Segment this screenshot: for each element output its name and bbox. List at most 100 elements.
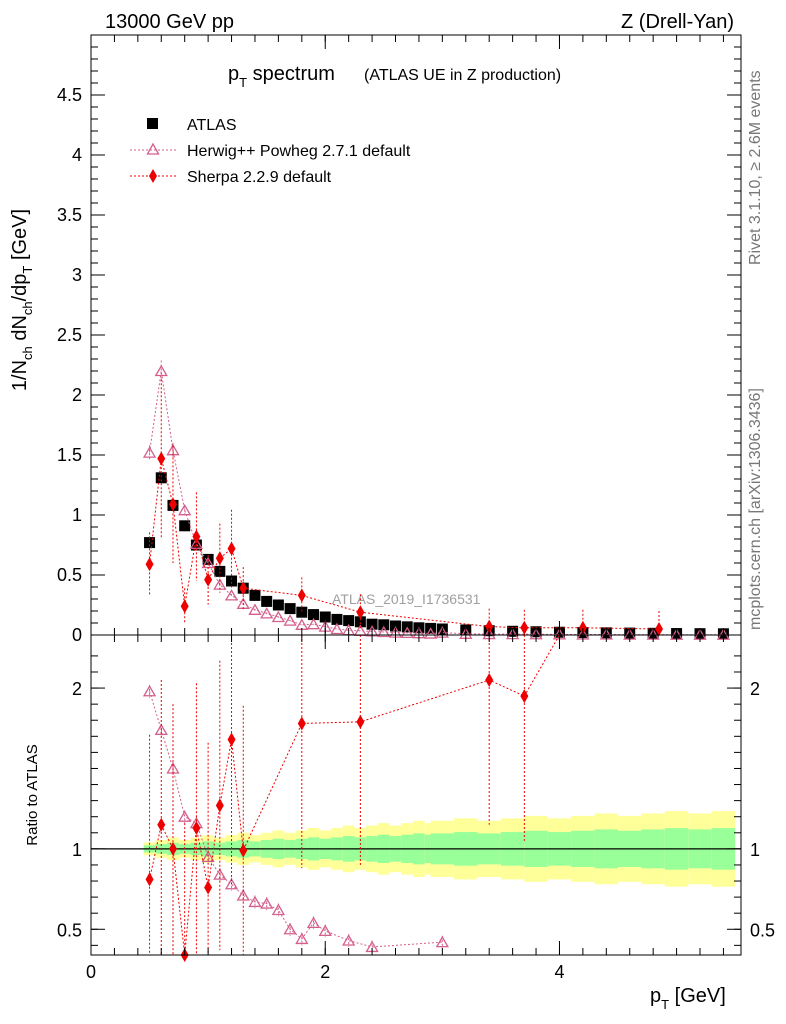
x-axis-label: pT [GeV]	[650, 985, 726, 1012]
point-herwig-powheg-2-7-1-default	[271, 610, 286, 623]
ratio-point-sherpa-2-2-9-default	[297, 716, 306, 731]
point-atlas	[144, 537, 156, 549]
ratio-point-sherpa-2-2-9-default	[145, 872, 154, 887]
point-herwig-powheg-2-7-1-default	[260, 607, 274, 619]
point-sherpa-2-2-9-default	[239, 581, 248, 596]
point-atlas	[319, 611, 331, 623]
point-atlas	[390, 620, 402, 632]
y-axis-label-main: 1/Nch dNch/dpT [GeV]	[9, 209, 35, 391]
legend: ATLAS Herwig++ Powheg 2.7.1 default Sher…	[130, 117, 411, 186]
ratio-line-sherpa-2-2-9-default	[149, 679, 525, 956]
ratio-line-herwig-powheg-2-7-1-default	[149, 691, 443, 948]
y-tick-label: 4	[72, 145, 82, 165]
y-tick-label: 1.5	[57, 445, 82, 465]
point-sherpa-2-2-9-default	[297, 588, 306, 603]
ratio-point-sherpa-2-2-9-default	[485, 673, 494, 688]
legend-marker-atlas	[147, 118, 158, 129]
ratio-y-tick-label-right: 1	[750, 840, 760, 860]
y-tick-label: 4.5	[57, 85, 82, 105]
point-herwig-powheg-2-7-1-default	[154, 364, 168, 377]
point-atlas	[226, 575, 238, 587]
legend-label-sherpa: Sherpa 2.2.9 default	[187, 169, 332, 186]
point-sherpa-2-2-9-default	[578, 620, 587, 635]
ratio-point-herwig-powheg-2-7-1-default	[306, 916, 321, 928]
ratio-point-herwig-powheg-2-7-1-default	[142, 684, 157, 697]
ratio-y-tick-label: 1	[72, 840, 82, 860]
point-herwig-powheg-2-7-1-default	[424, 627, 438, 639]
point-atlas	[155, 472, 167, 484]
ratio-y-tick-label-right: 0.5	[750, 920, 775, 940]
x-tick-label: 2	[320, 962, 330, 982]
ratio-point-herwig-powheg-2-7-1-default	[224, 877, 239, 890]
mcplots-label: mcplots.cern.ch [arXiv:1306.3436]	[747, 388, 764, 630]
ratio-point-herwig-powheg-2-7-1-default	[283, 922, 297, 935]
point-sherpa-2-2-9-default	[168, 497, 177, 512]
ratio-point-sherpa-2-2-9-default	[204, 880, 213, 895]
title-rest: spectrum	[247, 63, 335, 85]
ratio-point-herwig-powheg-2-7-1-default	[342, 934, 356, 946]
legend-label-atlas: ATLAS	[187, 117, 237, 134]
x-tick-label: 0	[86, 962, 96, 982]
rivet-label: Rivet 3.1.10, ≥ 2.6M events	[747, 70, 764, 265]
ratio-point-herwig-powheg-2-7-1-default	[178, 810, 192, 822]
point-herwig-powheg-2-7-1-default	[283, 614, 297, 626]
ratio-point-herwig-powheg-2-7-1-default	[271, 903, 286, 916]
ratio-point-sherpa-2-2-9-default	[520, 689, 529, 704]
point-atlas	[272, 599, 284, 611]
ratio-point-herwig-powheg-2-7-1-default	[248, 895, 262, 908]
point-herwig-powheg-2-7-1-default	[189, 537, 204, 549]
y-tick-label: 2.5	[57, 325, 82, 345]
ratio-point-herwig-powheg-2-7-1-default	[435, 935, 449, 948]
ratio-y-tick-label: 2	[72, 679, 82, 699]
point-sherpa-2-2-9-default	[227, 541, 236, 556]
ratio-y-tick-label: 0.5	[57, 920, 82, 940]
point-atlas	[179, 520, 191, 532]
series-line-sherpa-2-2-9-default	[149, 458, 660, 630]
point-atlas	[284, 603, 296, 615]
point-sherpa-2-2-9-default	[655, 622, 664, 636]
point-herwig-powheg-2-7-1-default	[142, 446, 157, 458]
point-sherpa-2-2-9-default	[192, 529, 201, 544]
legend-marker-herwig	[146, 142, 160, 155]
analysis-watermark: ATLAS_2019_I1736531	[332, 591, 481, 607]
ratio-point-sherpa-2-2-9-default	[215, 798, 224, 813]
point-herwig-powheg-2-7-1-default	[224, 589, 239, 601]
uncertainty-bands	[91, 811, 741, 887]
point-sherpa-2-2-9-default	[157, 451, 166, 466]
plot-subtitle: (ATLAS UE in Z production)	[364, 67, 561, 84]
point-atlas	[261, 595, 273, 607]
ratio-point-sherpa-2-2-9-default	[227, 732, 236, 747]
title-p: p	[228, 63, 239, 85]
legend-label-herwig: Herwig++ Powheg 2.7.1 default	[187, 143, 411, 160]
ratio-panel-frame	[90, 634, 742, 956]
ratio-y-tick-label-right: 2	[750, 679, 760, 699]
point-atlas	[378, 619, 390, 631]
plot-title: pT spectrum	[228, 63, 335, 90]
ratio-point-herwig-powheg-2-7-1-default	[213, 868, 227, 880]
x-tick-label: 4	[554, 962, 564, 982]
point-sherpa-2-2-9-default	[180, 599, 189, 614]
point-sherpa-2-2-9-default	[485, 619, 494, 634]
point-herwig-powheg-2-7-1-default	[400, 626, 414, 638]
point-herwig-powheg-2-7-1-default	[377, 625, 391, 638]
point-atlas	[343, 615, 355, 627]
ratio-point-sherpa-2-2-9-default	[239, 843, 248, 858]
ratio-point-sherpa-2-2-9-default	[168, 841, 177, 856]
ratio-point-sherpa-2-2-9-default	[157, 817, 166, 832]
ratio-point-sherpa-2-2-9-default	[356, 714, 365, 729]
point-atlas	[331, 613, 343, 625]
ratio-point-herwig-powheg-2-7-1-default	[201, 850, 215, 863]
y-tick-label: 0	[72, 625, 82, 645]
point-sherpa-2-2-9-default	[204, 572, 213, 587]
title-sub: T	[239, 75, 247, 90]
point-atlas	[354, 616, 366, 628]
y-tick-label: 0.5	[57, 565, 82, 585]
ratio-point-sherpa-2-2-9-default	[192, 820, 201, 835]
point-atlas	[214, 565, 226, 577]
y-tick-label: 2	[72, 385, 82, 405]
ratio-point-herwig-powheg-2-7-1-default	[260, 897, 274, 909]
y-tick-label: 3	[72, 265, 82, 285]
point-sherpa-2-2-9-default	[145, 557, 154, 572]
point-sherpa-2-2-9-default	[356, 605, 365, 620]
